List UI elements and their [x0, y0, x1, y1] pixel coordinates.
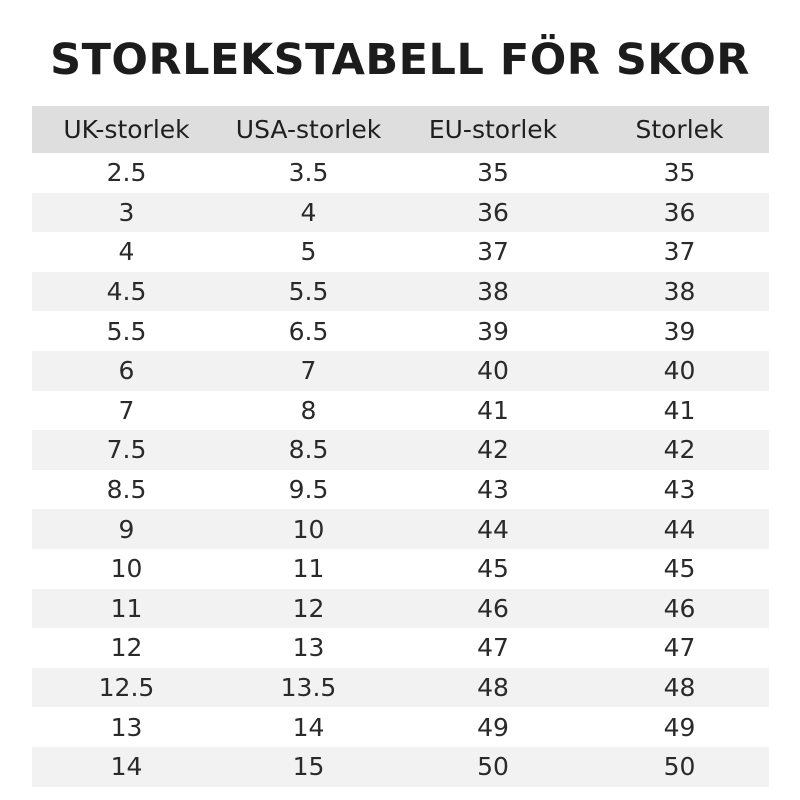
cell-usa-size: 9.5: [221, 469, 396, 510]
cell-usa-size: 5.5: [221, 271, 396, 312]
cell-eu-size: 49: [396, 707, 590, 747]
cell-uk-size: 7.5: [32, 430, 221, 470]
cell-uk-size: 4: [32, 232, 221, 272]
cell-size: 36: [590, 192, 769, 233]
table-row: 4.5 5.5 38 38: [32, 271, 769, 312]
cell-size: 50: [590, 746, 769, 787]
table-row: 6 7 40 40: [32, 350, 769, 391]
cell-usa-size: 13.5: [221, 667, 396, 708]
cell-usa-size: 5: [221, 232, 396, 272]
cell-uk-size: 12: [32, 628, 221, 668]
cell-uk-size: 8.5: [32, 469, 221, 510]
cell-usa-size: 14: [221, 707, 396, 747]
cell-uk-size: 12.5: [32, 667, 221, 708]
table-row: 4 5 37 37: [32, 232, 769, 272]
table-row: 9 10 44 44: [32, 509, 769, 549]
cell-eu-size: 48: [396, 667, 590, 708]
cell-size: 44: [590, 509, 769, 549]
cell-eu-size: 36: [396, 192, 590, 233]
table-body: 2.5 3.5 35 35 3 4 36 36 4 5 37 37 4.5 5.5 38 38 5.5 6.5 39…: [32, 153, 769, 787]
table-row: 7 8 41 41: [32, 390, 769, 431]
cell-uk-size: 9: [32, 509, 221, 549]
cell-eu-size: 40: [396, 350, 590, 391]
cell-usa-size: 7: [221, 350, 396, 391]
cell-eu-size: 37: [396, 232, 590, 272]
cell-size: 39: [590, 311, 769, 351]
table-row: 2.5 3.5 35 35: [32, 153, 769, 193]
cell-eu-size: 42: [396, 430, 590, 470]
header-size: Storlek: [590, 106, 769, 153]
page-title: STORLEKSTABELL FÖR SKOR: [50, 35, 750, 85]
size-chart-table: UK-storlek USA-storlek EU-storlek Storle…: [32, 106, 769, 787]
cell-size: 42: [590, 430, 769, 470]
cell-size: 43: [590, 469, 769, 510]
table-row: 3 4 36 36: [32, 192, 769, 233]
cell-usa-size: 11: [221, 548, 396, 589]
cell-uk-size: 10: [32, 548, 221, 589]
cell-size: 40: [590, 350, 769, 391]
cell-size: 45: [590, 548, 769, 589]
cell-uk-size: 13: [32, 707, 221, 747]
cell-size: 48: [590, 667, 769, 708]
cell-eu-size: 47: [396, 628, 590, 668]
cell-size: 41: [590, 390, 769, 431]
cell-usa-size: 8: [221, 390, 396, 431]
table-header-row: UK-storlek USA-storlek EU-storlek Storle…: [32, 106, 769, 153]
header-uk-size: UK-storlek: [32, 106, 221, 153]
cell-eu-size: 43: [396, 469, 590, 510]
table-row: 10 11 45 45: [32, 548, 769, 589]
table-row: 12 13 47 47: [32, 628, 769, 668]
cell-usa-size: 3.5: [221, 153, 396, 193]
table-row: 13 14 49 49: [32, 707, 769, 747]
cell-size: 37: [590, 232, 769, 272]
table-row: 8.5 9.5 43 43: [32, 469, 769, 510]
cell-size: 49: [590, 707, 769, 747]
cell-usa-size: 12: [221, 588, 396, 629]
table-row: 11 12 46 46: [32, 588, 769, 629]
header-eu-size: EU-storlek: [396, 106, 590, 153]
cell-size: 46: [590, 588, 769, 629]
cell-usa-size: 13: [221, 628, 396, 668]
cell-uk-size: 2.5: [32, 153, 221, 193]
cell-size: 47: [590, 628, 769, 668]
cell-usa-size: 10: [221, 509, 396, 549]
cell-usa-size: 6.5: [221, 311, 396, 351]
cell-uk-size: 6: [32, 350, 221, 391]
cell-usa-size: 4: [221, 192, 396, 233]
cell-usa-size: 15: [221, 746, 396, 787]
cell-eu-size: 46: [396, 588, 590, 629]
cell-uk-size: 5.5: [32, 311, 221, 351]
cell-eu-size: 41: [396, 390, 590, 431]
cell-eu-size: 50: [396, 746, 590, 787]
cell-uk-size: 7: [32, 390, 221, 431]
cell-usa-size: 8.5: [221, 430, 396, 470]
table-row: 5.5 6.5 39 39: [32, 311, 769, 351]
cell-size: 35: [590, 153, 769, 193]
cell-eu-size: 38: [396, 271, 590, 312]
cell-eu-size: 44: [396, 509, 590, 549]
cell-eu-size: 39: [396, 311, 590, 351]
table-row: 12.5 13.5 48 48: [32, 667, 769, 708]
cell-eu-size: 35: [396, 153, 590, 193]
table-row: 14 15 50 50: [32, 746, 769, 787]
cell-uk-size: 14: [32, 746, 221, 787]
cell-uk-size: 11: [32, 588, 221, 629]
table-row: 7.5 8.5 42 42: [32, 430, 769, 470]
cell-uk-size: 4.5: [32, 271, 221, 312]
cell-eu-size: 45: [396, 548, 590, 589]
cell-uk-size: 3: [32, 192, 221, 233]
header-usa-size: USA-storlek: [221, 106, 396, 153]
cell-size: 38: [590, 271, 769, 312]
